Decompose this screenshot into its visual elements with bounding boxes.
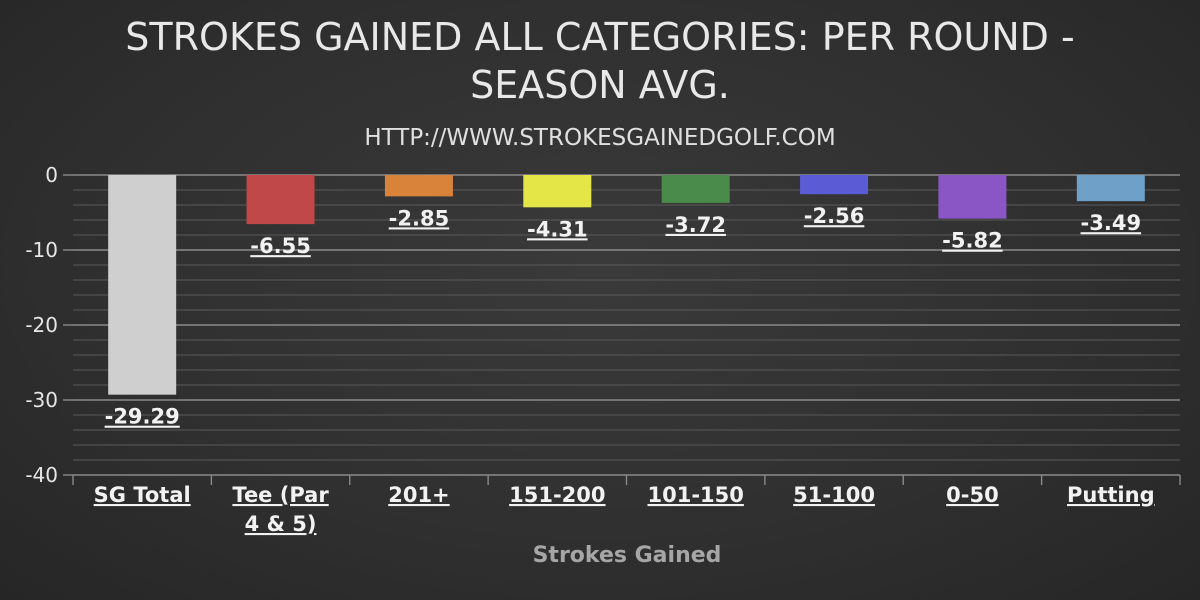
x-tick-label: 4 & 5) (245, 512, 317, 536)
bar (1076, 175, 1145, 202)
bar (661, 175, 730, 203)
bar (800, 175, 869, 195)
y-axis: 0 -10 -20 -30 -40 (25, 163, 73, 487)
data-label: -3.49 (1081, 211, 1142, 235)
x-tick-label: SG Total (94, 483, 191, 507)
data-label: -6.55 (250, 234, 311, 258)
x-tick-label: Tee (Par (232, 483, 329, 507)
x-tick-label: 201+ (388, 483, 449, 507)
data-label: -29.29 (105, 405, 180, 429)
y-tick-label: -10 (25, 238, 58, 262)
data-label: -2.56 (804, 204, 865, 228)
data-label: -5.82 (942, 229, 1003, 253)
y-tick-label: -40 (25, 463, 58, 487)
data-label: -4.31 (527, 217, 588, 241)
chart-title-line-2: SEASON AVG. (470, 63, 730, 107)
y-tick-label: -20 (25, 313, 58, 337)
x-axis: SG Total Tee (Par 4 & 5) 201+ 151-200 101-150… (72, 475, 1181, 536)
bar (938, 175, 1007, 219)
x-tick-label: 0-50 (946, 483, 999, 507)
x-axis-title: Strokes Gained (533, 543, 722, 568)
bar (108, 175, 177, 395)
bar (246, 175, 315, 225)
data-label: -2.85 (389, 206, 450, 230)
x-tick-label: 51-100 (793, 483, 875, 507)
bar (523, 175, 592, 208)
bar (384, 175, 453, 197)
data-label: -3.72 (665, 213, 726, 237)
bars: -29.29 -6.55 -2.85 -4.31 -3.72 -2.56 -5.82 -3.4… (105, 175, 1145, 429)
chart-subtitle: HTTP://WWW.STROKESGAINEDGOLF.COM (364, 125, 835, 151)
chart-title-line-1: STROKES GAINED ALL CATEGORIES: PER ROUND… (125, 15, 1074, 59)
y-tick-label: 0 (45, 163, 58, 187)
x-tick-label: 101-150 (647, 483, 743, 507)
x-tick-label: Putting (1067, 483, 1155, 507)
grid (73, 174, 1180, 476)
x-tick-label: 151-200 (509, 483, 605, 507)
y-tick-label: -30 (25, 388, 58, 412)
